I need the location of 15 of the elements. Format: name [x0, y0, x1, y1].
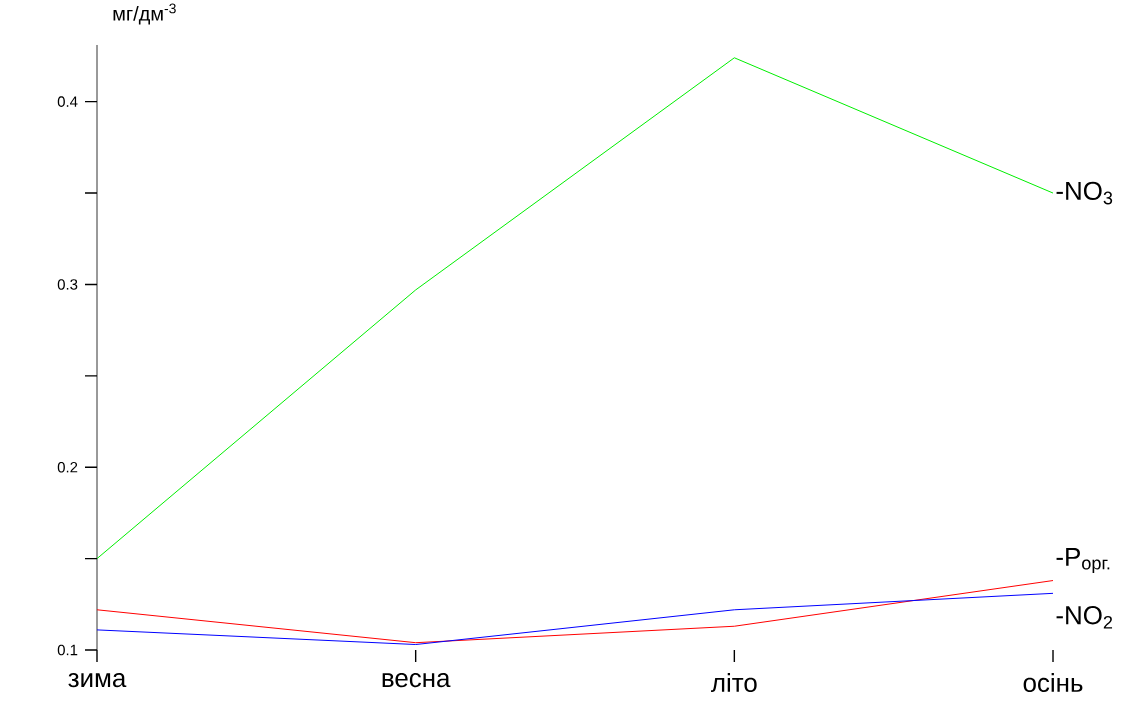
- x-tick-label: літо: [711, 673, 757, 693]
- line-series: [96, 580, 1054, 644]
- x-tick-label: весна: [382, 673, 451, 688]
- line-series: [96, 592, 1054, 646]
- x-tick-label: осінь: [1023, 673, 1083, 693]
- line-series: [96, 57, 1054, 560]
- y-tick-label: 0.2: [57, 461, 78, 473]
- y-tick-label: 0.3: [57, 279, 78, 290]
- y-axis-title: мг/дм$^{-3}$: [113, 3, 176, 25]
- y-tick-label: 0.4: [57, 96, 78, 107]
- y-tick-label: 0.1: [57, 644, 78, 656]
- x-tick-label: зима: [68, 673, 127, 688]
- series-label: -NO$_{3}$: [1056, 181, 1113, 205]
- series-label: -P$_{орг.}$: [1056, 547, 1110, 574]
- series-label: -NO$_{2}$: [1056, 606, 1113, 629]
